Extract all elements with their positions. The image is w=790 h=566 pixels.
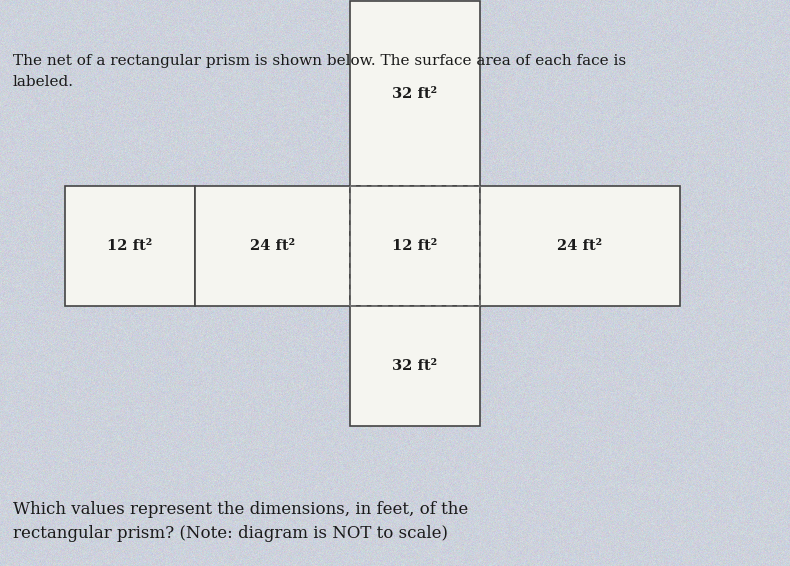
Bar xyxy=(350,1,480,186)
Text: labeled.: labeled. xyxy=(13,75,74,89)
Bar xyxy=(195,186,350,306)
Bar xyxy=(350,306,480,426)
Bar xyxy=(65,186,195,306)
Text: rectangular prism? (Note: diagram is NOT to scale): rectangular prism? (Note: diagram is NOT… xyxy=(13,525,448,542)
Bar xyxy=(480,186,680,306)
Text: Which values represent the dimensions, in feet, of the: Which values represent the dimensions, i… xyxy=(13,501,468,518)
Bar xyxy=(350,186,480,306)
Text: 24 ft²: 24 ft² xyxy=(558,239,603,253)
Text: 12 ft²: 12 ft² xyxy=(393,239,438,253)
Text: 32 ft²: 32 ft² xyxy=(393,87,438,101)
Text: 24 ft²: 24 ft² xyxy=(250,239,295,253)
Text: The net of a rectangular prism is shown below. The surface area of each face is: The net of a rectangular prism is shown … xyxy=(13,54,626,68)
Text: 12 ft²: 12 ft² xyxy=(107,239,152,253)
Text: 32 ft²: 32 ft² xyxy=(393,359,438,373)
